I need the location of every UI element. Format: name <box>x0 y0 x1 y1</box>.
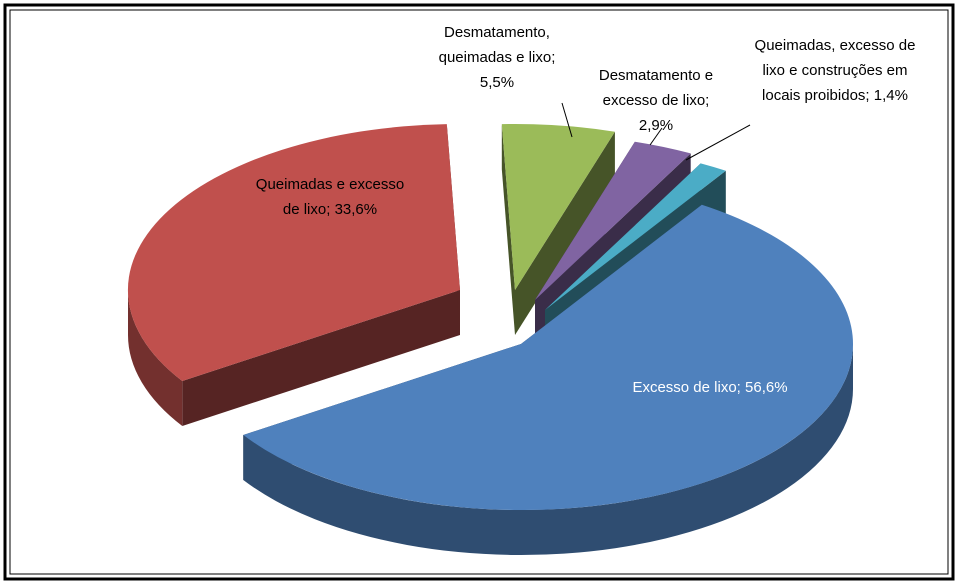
slice-top <box>127 124 460 381</box>
slice-wall <box>127 290 183 426</box>
slice-top <box>545 163 726 310</box>
leader-line <box>649 127 663 146</box>
slice-side <box>515 131 615 335</box>
slice <box>127 124 461 426</box>
pie <box>127 123 854 556</box>
slice-top <box>535 141 691 300</box>
slice-top <box>501 123 615 290</box>
leader-line <box>685 124 751 161</box>
slice <box>501 123 615 335</box>
data-label: Desmatamento e excesso de lixo; 2,9% <box>598 67 714 134</box>
slice-side <box>501 124 515 335</box>
slice <box>243 204 854 556</box>
slice-side <box>182 290 461 426</box>
data-label: Desmatamento, queimadas e lixo; 5,5% <box>438 24 556 91</box>
slice-top <box>243 204 854 511</box>
inner-frame <box>9 9 949 575</box>
slice-wall <box>243 344 854 556</box>
data-label: Queimadas, excesso de lixo e construções… <box>754 37 916 104</box>
data-label: Excesso de lixo; 56,6% <box>632 379 788 396</box>
leader-line <box>561 102 573 138</box>
data-label: Queimadas e excesso de lixo; 33,6% <box>255 176 405 218</box>
